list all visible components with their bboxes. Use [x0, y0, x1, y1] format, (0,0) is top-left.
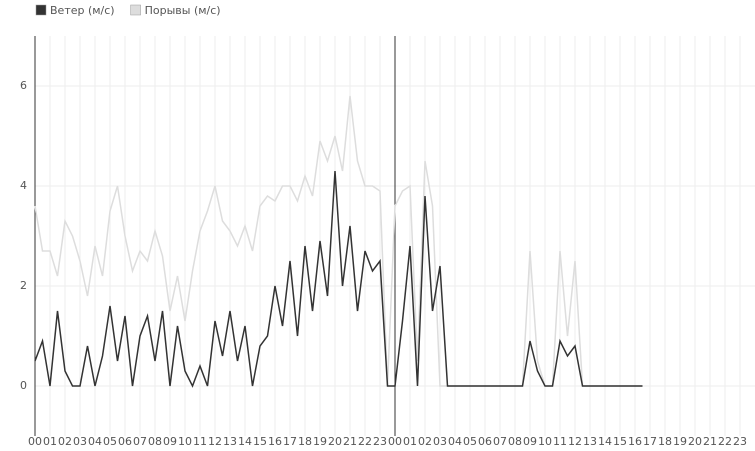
- x-tick-label: 03: [433, 435, 447, 448]
- x-tick-label: 05: [103, 435, 117, 448]
- x-tick-label: 21: [703, 435, 717, 448]
- x-tick-label: 09: [163, 435, 177, 448]
- x-tick-label: 01: [43, 435, 57, 448]
- x-tick-label: 04: [88, 435, 102, 448]
- x-tick-label: 22: [718, 435, 732, 448]
- series-line: [34, 95, 643, 387]
- x-tick-label: 04: [448, 435, 462, 448]
- y-tick-label: 4: [20, 179, 27, 192]
- x-tick-label: 20: [328, 435, 342, 448]
- x-tick-label: 03: [73, 435, 87, 448]
- legend-swatch: [130, 4, 141, 16]
- legend-label: Порывы (м/с): [145, 4, 221, 17]
- x-tick-label: 07: [133, 435, 147, 448]
- legend-label: Ветер (м/с): [50, 4, 115, 17]
- x-tick-label: 15: [613, 435, 627, 448]
- x-tick-label: 07: [493, 435, 507, 448]
- x-tick-label: 02: [418, 435, 432, 448]
- x-tick-label: 00: [388, 435, 402, 448]
- x-tick-label: 22: [358, 435, 372, 448]
- x-tick-label: 14: [238, 435, 252, 448]
- x-tick-label: 11: [553, 435, 567, 448]
- x-tick-label: 11: [193, 435, 207, 448]
- x-tick-label: 05: [463, 435, 477, 448]
- x-tick-label: 10: [538, 435, 552, 448]
- x-tick-label: 06: [118, 435, 132, 448]
- x-tick-label: 12: [208, 435, 222, 448]
- x-tick-label: 08: [148, 435, 162, 448]
- y-tick-label: 6: [20, 79, 27, 92]
- x-tick-label: 01: [403, 435, 417, 448]
- x-tick-label: 18: [298, 435, 312, 448]
- x-tick-label: 14: [598, 435, 612, 448]
- x-tick-label: 18: [658, 435, 672, 448]
- series-line: [34, 170, 643, 388]
- x-tick-label: 02: [58, 435, 72, 448]
- x-tick-label: 23: [373, 435, 387, 448]
- x-tick-label: 13: [583, 435, 597, 448]
- x-tick-label: 20: [688, 435, 702, 448]
- x-tick-label: 08: [508, 435, 522, 448]
- x-tick-label: 17: [283, 435, 297, 448]
- x-tick-label: 16: [268, 435, 282, 448]
- y-tick-label: 2: [20, 279, 27, 292]
- x-tick-label: 12: [568, 435, 582, 448]
- x-tick-label: 00: [28, 435, 42, 448]
- x-tick-label: 16: [628, 435, 642, 448]
- x-tick-label: 15: [253, 435, 267, 448]
- x-tick-label: 09: [523, 435, 537, 448]
- x-tick-label: 13: [223, 435, 237, 448]
- x-tick-label: 21: [343, 435, 357, 448]
- x-tick-label: 10: [178, 435, 192, 448]
- x-tick-label: 06: [478, 435, 492, 448]
- x-tick-label: 19: [673, 435, 687, 448]
- x-tick-label: 23: [733, 435, 747, 448]
- legend-swatch: [35, 4, 47, 16]
- x-tick-label: 19: [313, 435, 327, 448]
- y-tick-label: 0: [20, 379, 27, 392]
- x-tick-label: 17: [643, 435, 657, 448]
